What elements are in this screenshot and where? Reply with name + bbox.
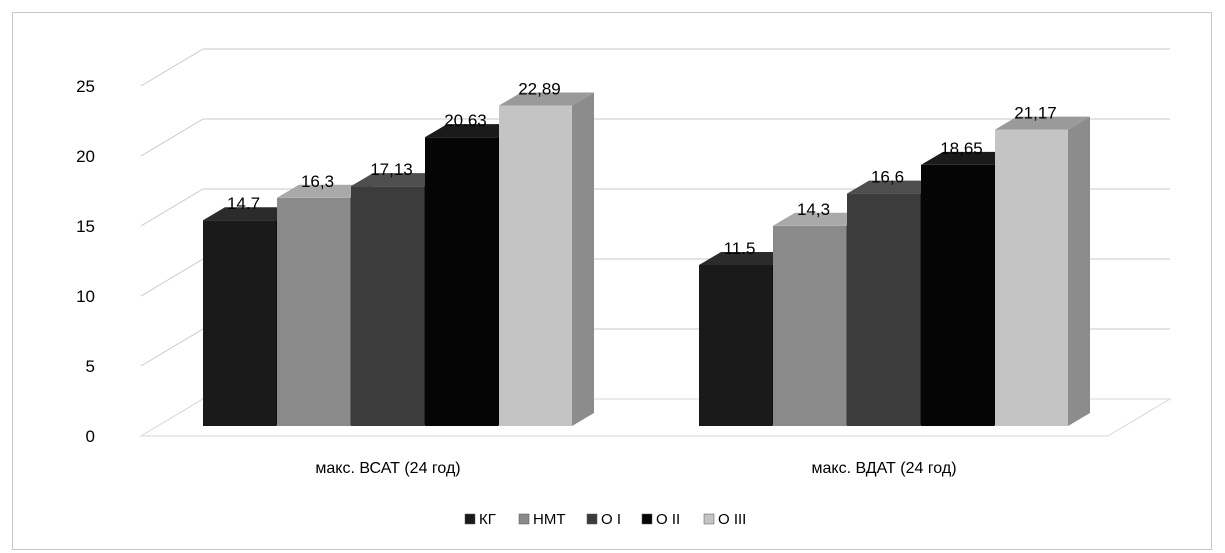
- bar-top: [203, 207, 298, 221]
- chart-frame: 0 5 10 15 20 25 14.7 16,3 17,13 20,63 22,89 макс. В…: [12, 12, 1212, 550]
- legend-label: О III: [718, 511, 746, 528]
- bar-top: [773, 212, 868, 226]
- bar-front: [203, 220, 276, 426]
- legend-swatch: [586, 513, 598, 525]
- bar-top: [995, 116, 1090, 130]
- y-tick-label: 15: [76, 217, 95, 236]
- data-label: 11.5: [724, 239, 756, 258]
- legend-item: О II: [641, 511, 680, 528]
- data-label: 16,3: [301, 172, 334, 191]
- data-label: 16,6: [871, 168, 904, 187]
- data-label: 17,13: [370, 160, 413, 179]
- legend-swatch: [464, 513, 476, 525]
- bar-top: [277, 184, 372, 198]
- bar: [995, 116, 1090, 427]
- data-label: 14.7: [227, 194, 260, 213]
- data-label: 21,17: [1014, 104, 1057, 123]
- legend-label: КГ: [479, 511, 496, 528]
- bar-top: [425, 124, 520, 138]
- bar-top: [499, 92, 594, 106]
- bar-front: [351, 186, 424, 426]
- gridline-side: [140, 118, 204, 157]
- data-label: 18,65: [940, 139, 983, 158]
- legend-item: КГ: [464, 511, 496, 528]
- bar-group: 14.7 16,3 17,13 20,63 22,89: [203, 80, 594, 427]
- bar-group: 11.5 14,3 16,6 18,65 21,17: [699, 104, 1090, 427]
- bar-side: [572, 92, 594, 426]
- bar-top: [847, 180, 942, 194]
- y-tick-label: 20: [76, 147, 95, 166]
- bar-front: [425, 137, 498, 426]
- bar-top: [699, 252, 794, 265]
- y-tick-label: 10: [76, 287, 95, 306]
- bar-front: [773, 225, 846, 426]
- y-tick-label: 25: [76, 77, 95, 96]
- category-label: макс. ВСАТ (24 год): [315, 460, 460, 477]
- category-label: макс. ВДАТ (24 год): [811, 460, 956, 477]
- bar-front: [699, 265, 772, 426]
- bar-front: [499, 105, 572, 426]
- legend-swatch: [703, 513, 715, 525]
- bar-side: [1068, 116, 1090, 427]
- legend-label: НМТ: [533, 511, 566, 528]
- y-tick-label: 5: [86, 357, 95, 376]
- bar-top: [351, 173, 446, 187]
- bar: [499, 92, 594, 426]
- data-label: 22,89: [518, 80, 561, 99]
- gridline-side: [140, 48, 204, 87]
- legend-label: О II: [656, 511, 680, 528]
- data-label: 20,63: [444, 111, 487, 130]
- legend-swatch: [641, 513, 653, 525]
- bar-front: [847, 193, 920, 426]
- legend-label: О I: [601, 511, 621, 528]
- legend-item: НМТ: [518, 511, 566, 528]
- y-axis: 0 5 10 15 20 25: [76, 77, 95, 446]
- legend: КГ НМТ О I О II О III: [464, 511, 746, 528]
- gridline-side: [140, 328, 204, 367]
- data-label: 14,3: [797, 200, 830, 219]
- bar-front: [277, 197, 350, 426]
- gridline-side: [140, 258, 204, 297]
- chart-svg: 0 5 10 15 20 25 14.7 16,3 17,13 20,63 22,89 макс. В…: [76, 48, 1172, 528]
- bar-front: [921, 164, 994, 426]
- y-tick-label: 0: [86, 427, 95, 446]
- gridline-side: [140, 188, 204, 227]
- legend-item: О III: [703, 511, 746, 528]
- bar-front: [995, 129, 1068, 426]
- bar-top: [921, 151, 1016, 165]
- legend-swatch: [518, 513, 530, 525]
- legend-item: О I: [586, 511, 621, 528]
